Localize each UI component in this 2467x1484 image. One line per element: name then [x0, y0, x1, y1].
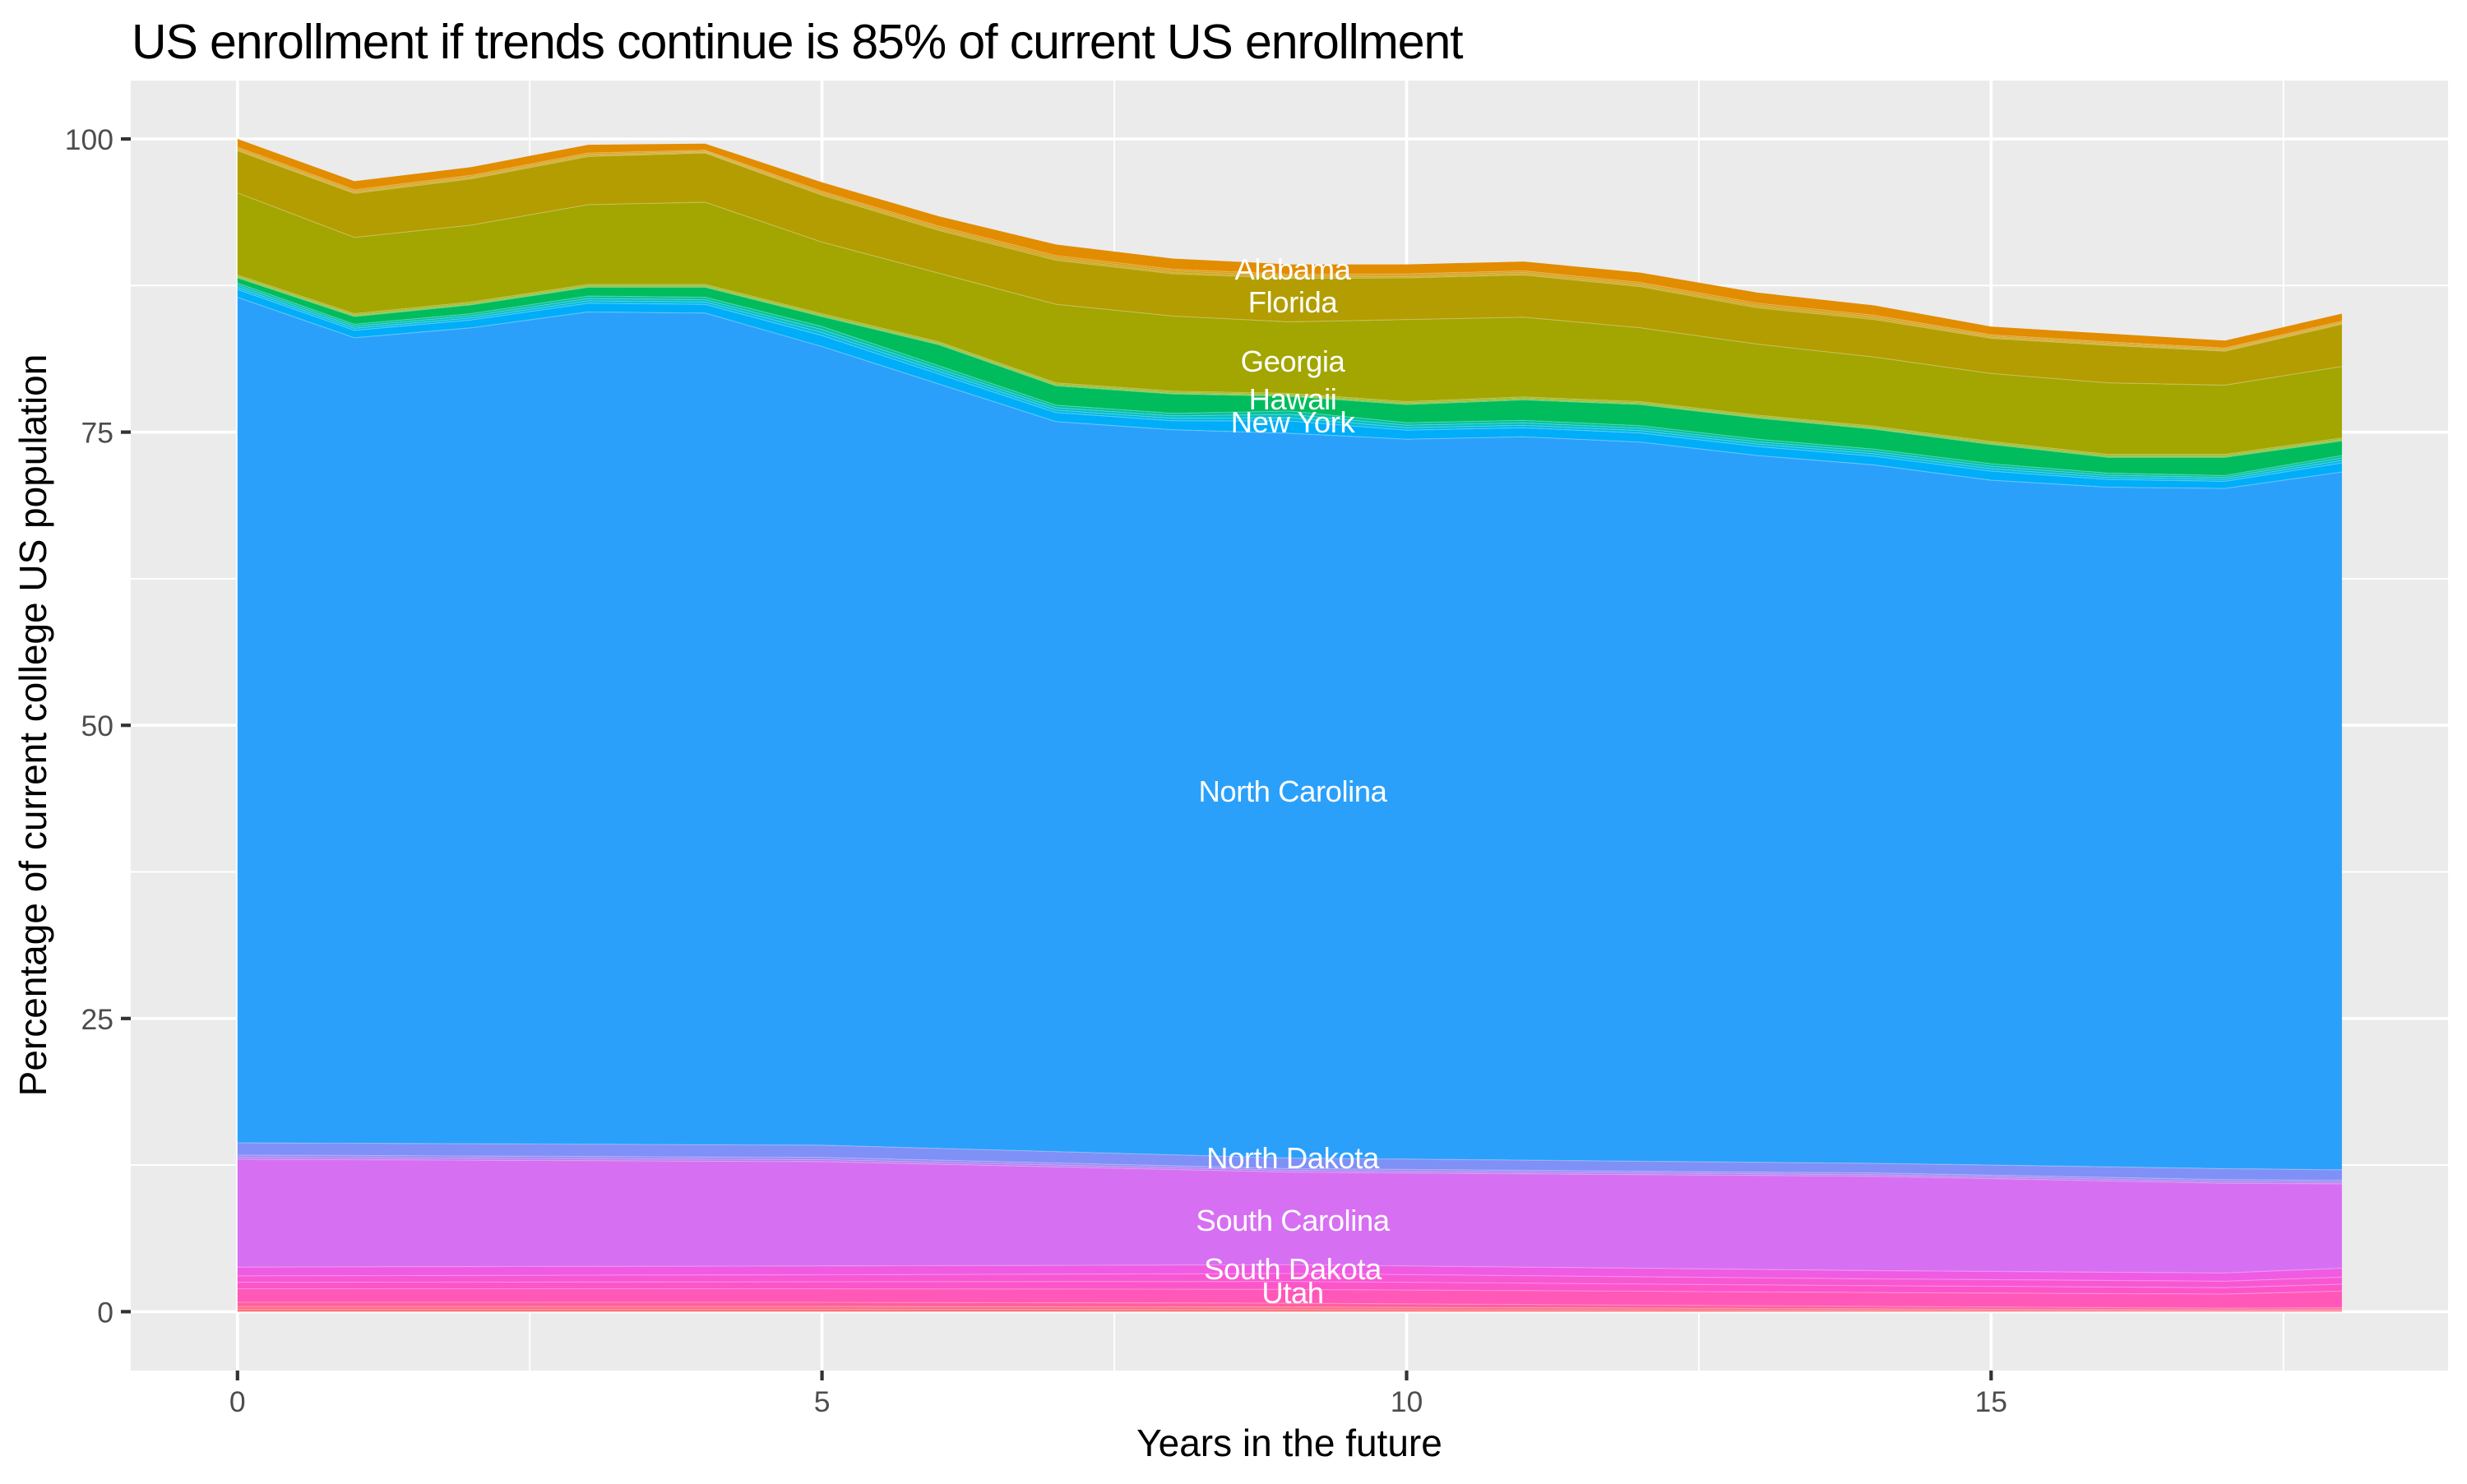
svg-text:North Carolina: North Carolina	[1198, 774, 1387, 808]
svg-text:75: 75	[81, 417, 114, 450]
svg-text:0: 0	[229, 1385, 246, 1418]
svg-text:5: 5	[814, 1385, 831, 1418]
svg-text:US enrollment if trends contin: US enrollment if trends continue is 85% …	[132, 15, 1463, 69]
svg-text:Florida: Florida	[1248, 285, 1339, 319]
svg-text:Georgia: Georgia	[1241, 344, 1346, 378]
svg-text:25: 25	[81, 1003, 114, 1036]
svg-text:South Carolina: South Carolina	[1196, 1204, 1390, 1237]
svg-text:Alabama: Alabama	[1235, 252, 1352, 286]
svg-text:Utah: Utah	[1261, 1276, 1323, 1310]
svg-text:0: 0	[97, 1296, 113, 1329]
svg-text:50: 50	[81, 710, 114, 742]
svg-text:Hawaii: Hawaii	[1249, 382, 1337, 416]
svg-text:New York: New York	[1231, 405, 1356, 439]
svg-text:15: 15	[1975, 1385, 2008, 1418]
svg-text:100: 100	[65, 123, 113, 156]
svg-text:Years in the future: Years in the future	[1136, 1422, 1442, 1464]
svg-text:10: 10	[1391, 1385, 1423, 1418]
svg-text:North Dakota: North Dakota	[1206, 1141, 1380, 1175]
svg-text:Percentage of current college: Percentage of current college US populat…	[12, 354, 54, 1097]
svg-text:South Dakota: South Dakota	[1204, 1252, 1382, 1286]
